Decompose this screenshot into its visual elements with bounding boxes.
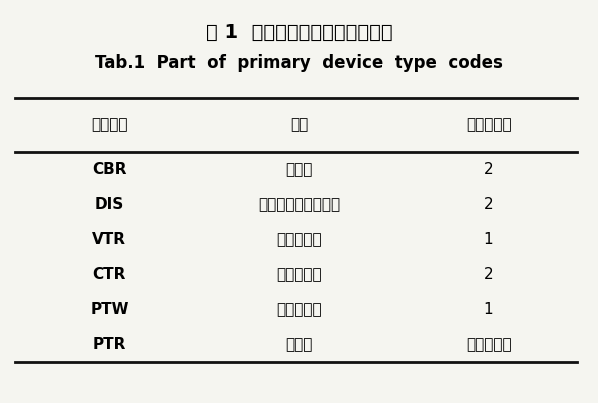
Text: PTW: PTW — [90, 302, 129, 317]
Text: 断路器: 断路器 — [285, 162, 313, 177]
Text: 类型代码: 类型代码 — [91, 118, 127, 133]
Text: CTR: CTR — [93, 267, 126, 282]
Text: 电流互感器: 电流互感器 — [276, 267, 322, 282]
Text: CBR: CBR — [92, 162, 127, 177]
Text: 1: 1 — [484, 232, 493, 247]
Text: VTR: VTR — [93, 232, 126, 247]
Text: 含义: 含义 — [290, 118, 308, 133]
Text: 2: 2 — [484, 162, 493, 177]
Text: 表 1  部分一次设备装置类型代码: 表 1 部分一次设备装置类型代码 — [206, 23, 392, 42]
Text: Tab.1  Part  of  primary  device  type  codes: Tab.1 Part of primary device type codes — [95, 54, 503, 73]
Text: 1: 1 — [484, 302, 493, 317]
Text: PTR: PTR — [93, 337, 126, 352]
Text: 变压器绕组: 变压器绕组 — [276, 302, 322, 317]
Text: 变压器: 变压器 — [285, 337, 313, 352]
Text: 隔离开关或接地开关: 隔离开关或接地开关 — [258, 197, 340, 212]
Text: DIS: DIS — [95, 197, 124, 212]
Text: 2: 2 — [484, 267, 493, 282]
Text: 2: 2 — [484, 197, 493, 212]
Text: 连接端子数: 连接端子数 — [466, 118, 511, 133]
Text: 电压互感器: 电压互感器 — [276, 232, 322, 247]
Text: 由绕组决定: 由绕组决定 — [466, 337, 511, 352]
